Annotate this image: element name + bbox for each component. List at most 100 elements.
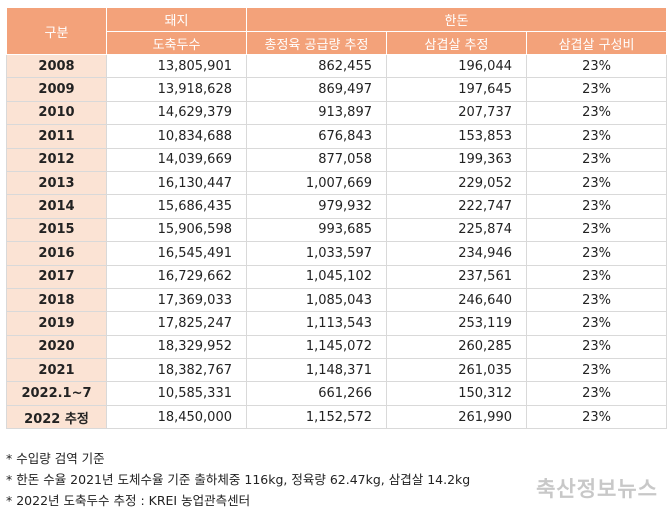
table-row: 2011 10,834,688 676,843 153,853 23% (6, 124, 668, 149)
header-category: 구분 (6, 7, 107, 55)
table-row: 2017 16,729,662 1,045,102 237,561 23% (6, 264, 668, 289)
ratio-cell: 23% (525, 311, 668, 336)
data-table-container: 구분 돼지 한돈 도축두수 총정육 공급량 추정 삼겹살 추정 삼겹살 구성비 … (6, 7, 668, 430)
slaughter-cell: 18,450,000 (106, 404, 247, 430)
belly-cell: 229,052 (386, 170, 527, 196)
year-cell: 2019 (6, 311, 107, 336)
year-cell: 2015 (6, 217, 107, 243)
ratio-cell: 23% (525, 358, 668, 383)
header-pig-group: 돼지 (106, 7, 247, 32)
ratio-cell: 23% (525, 381, 668, 406)
belly-cell: 207,737 (386, 100, 527, 126)
ratio-cell: 23% (525, 100, 668, 126)
belly-cell: 153,853 (386, 124, 527, 149)
year-cell: 2011 (6, 124, 107, 149)
ratio-cell: 23% (525, 194, 668, 219)
year-cell: 2018 (6, 287, 107, 313)
supply-cell: 862,455 (246, 53, 387, 79)
belly-cell: 199,363 (386, 147, 527, 172)
supply-cell: 1,145,072 (246, 334, 387, 360)
year-cell: 2012 (6, 147, 107, 172)
ratio-cell: 23% (525, 53, 668, 79)
footnotes: * 수입량 검역 기준 * 한돈 수율 2021년 도체수율 기준 출하체중 1… (6, 448, 470, 511)
slaughter-cell: 14,039,669 (106, 147, 247, 172)
supply-cell: 1,152,572 (246, 404, 387, 430)
footnote-3: * 2022년 도축두수 추정 : KREI 농업관측센터 (6, 493, 251, 508)
pork-supply-table: 구분 돼지 한돈 도축두수 총정육 공급량 추정 삼겹살 추정 삼겹살 구성비 … (6, 7, 668, 430)
supply-cell: 993,685 (246, 217, 387, 243)
belly-cell: 150,312 (386, 381, 527, 406)
ratio-cell: 23% (525, 217, 668, 243)
ratio-cell: 23% (525, 287, 668, 313)
supply-cell: 877,058 (246, 147, 387, 172)
table-row: 2015 15,906,598 993,685 225,874 23% (6, 217, 668, 243)
slaughter-cell: 17,825,247 (106, 311, 247, 336)
belly-cell: 196,044 (386, 53, 527, 79)
slaughter-cell: 17,369,033 (106, 287, 247, 313)
year-cell: 2009 (6, 77, 107, 102)
year-cell: 2014 (6, 194, 107, 219)
belly-cell: 222,747 (386, 194, 527, 219)
slaughter-cell: 15,906,598 (106, 217, 247, 243)
ratio-cell: 23% (525, 170, 668, 196)
header-hanwoo-group: 한돈 (245, 7, 668, 32)
table-row: 2008 13,805,901 862,455 196,044 23% (6, 53, 668, 79)
year-cell: 2017 (6, 264, 107, 289)
slaughter-cell: 15,686,435 (106, 194, 247, 219)
year-cell: 2022 추정 (6, 404, 107, 430)
header-row-1: 구분 돼지 한돈 (6, 7, 668, 55)
table-row: 2022 추정 18,450,000 1,152,572 261,990 23% (6, 404, 668, 430)
belly-cell: 225,874 (386, 217, 527, 243)
table-row: 2018 17,369,033 1,085,043 246,640 23% (6, 287, 668, 313)
ratio-cell: 23% (525, 124, 668, 149)
ratio-cell: 23% (525, 147, 668, 172)
slaughter-cell: 18,329,952 (106, 334, 247, 360)
year-cell: 2022.1~7 (6, 381, 107, 406)
table-row: 2022.1~7 10,585,331 661,266 150,312 23% (6, 381, 668, 406)
table-row: 2012 14,039,669 877,058 199,363 23% (6, 147, 668, 172)
supply-cell: 661,266 (246, 381, 387, 406)
supply-cell: 1,033,597 (246, 241, 387, 266)
supply-cell: 1,148,371 (246, 358, 387, 383)
belly-cell: 234,946 (386, 241, 527, 266)
table-row: 2014 15,686,435 979,932 222,747 23% (6, 194, 668, 219)
year-cell: 2010 (6, 100, 107, 126)
supply-cell: 913,897 (246, 100, 387, 126)
belly-cell: 253,119 (386, 311, 527, 336)
year-cell: 2021 (6, 358, 107, 383)
belly-cell: 261,035 (386, 358, 527, 383)
footnote-1: * 수입량 검역 기준 (6, 451, 105, 466)
table-body: 2008 13,805,901 862,455 196,044 23% 2009 13,91… (6, 53, 668, 430)
slaughter-cell: 18,382,767 (106, 358, 247, 383)
ratio-cell: 23% (525, 241, 668, 266)
table-row: 2010 14,629,379 913,897 207,737 23% (6, 100, 668, 126)
slaughter-cell: 10,585,331 (106, 381, 247, 406)
table-row: 2020 18,329,952 1,145,072 260,285 23% (6, 334, 668, 360)
header-total-supply: 총정육 공급량 추정 (246, 31, 387, 55)
belly-cell: 197,645 (386, 77, 527, 102)
supply-cell: 1,007,669 (246, 170, 387, 196)
table-row: 2009 13,918,628 869,497 197,645 23% (6, 77, 668, 102)
supply-cell: 676,843 (246, 124, 387, 149)
supply-cell: 1,045,102 (246, 264, 387, 289)
slaughter-cell: 13,805,901 (106, 53, 247, 79)
table-row: 2013 16,130,447 1,007,669 229,052 23% (6, 170, 668, 196)
table-row: 2016 16,545,491 1,033,597 234,946 23% (6, 241, 668, 266)
ratio-cell: 23% (525, 264, 668, 289)
table-row: 2019 17,825,247 1,113,543 253,119 23% (6, 311, 668, 336)
header-belly-ratio: 삼겹살 구성비 (525, 31, 668, 55)
ratio-cell: 23% (525, 404, 668, 430)
table-row: 2021 18,382,767 1,148,371 261,035 23% (6, 358, 668, 383)
footnote-2: * 한돈 수율 2021년 도체수율 기준 출하체중 116kg, 정육량 62… (6, 472, 471, 487)
year-cell: 2008 (6, 53, 107, 79)
ratio-cell: 23% (525, 77, 668, 102)
slaughter-cell: 16,729,662 (106, 264, 247, 289)
supply-cell: 979,932 (246, 194, 387, 219)
header-belly-estimate: 삼겹살 추정 (386, 31, 527, 55)
belly-cell: 261,990 (386, 404, 527, 430)
supply-cell: 869,497 (246, 77, 387, 102)
watermark-logo: 축산정보뉴스 (536, 477, 658, 501)
supply-cell: 1,085,043 (246, 287, 387, 313)
header-row-2: 도축두수 총정육 공급량 추정 삼겹살 추정 삼겹살 구성비 (7, 31, 668, 55)
slaughter-cell: 16,545,491 (106, 241, 247, 266)
